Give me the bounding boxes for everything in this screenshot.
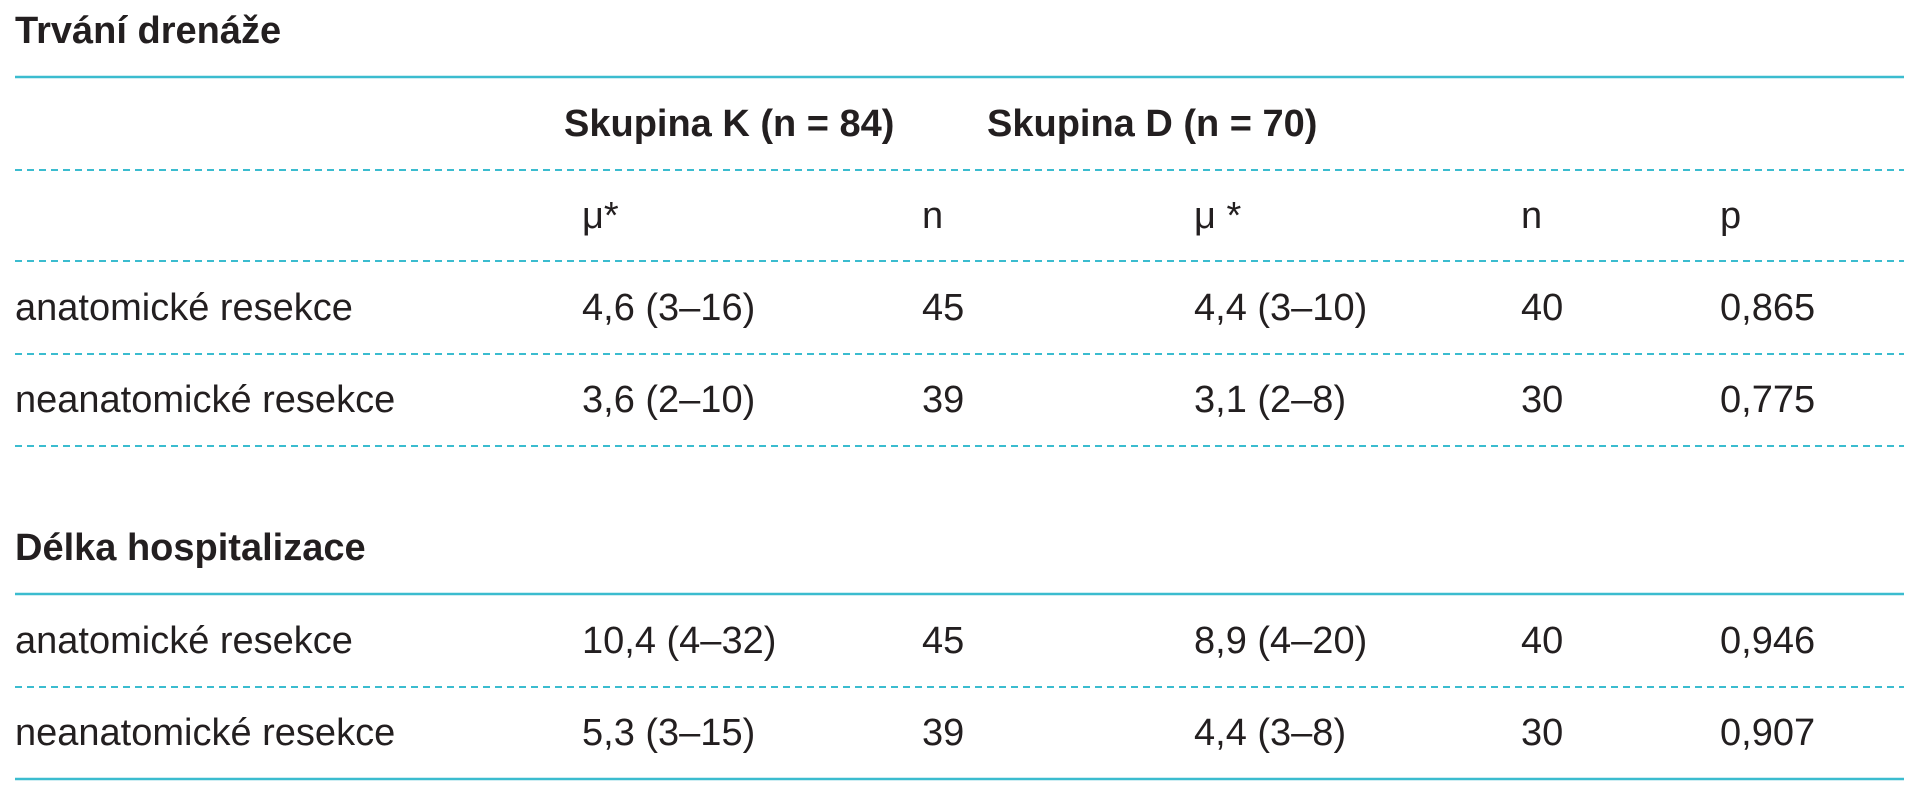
column-header: μ* <box>582 195 619 237</box>
cell: 5,3 (3–15) <box>582 712 755 754</box>
row-label: anatomické resekce <box>15 287 353 329</box>
row-label: anatomické resekce <box>15 620 353 662</box>
group-header: Skupina K (n = 84) <box>564 103 894 145</box>
cell: 3,6 (2–10) <box>582 379 755 421</box>
cell: 0,946 <box>1720 620 1815 662</box>
cell: 30 <box>1521 712 1563 754</box>
cell: 40 <box>1521 287 1563 329</box>
cell: 40 <box>1521 620 1563 662</box>
cell: 4,4 (3–8) <box>1194 712 1346 754</box>
cell: 4,4 (3–10) <box>1194 287 1367 329</box>
group-header: Skupina D (n = 70) <box>987 103 1317 145</box>
column-header: n <box>922 195 943 237</box>
cell: 30 <box>1521 379 1563 421</box>
cell: 39 <box>922 379 964 421</box>
cell: 8,9 (4–20) <box>1194 620 1367 662</box>
cell: 0,865 <box>1720 287 1815 329</box>
cell: 0,907 <box>1720 712 1815 754</box>
cell: 4,6 (3–16) <box>582 287 755 329</box>
section-title: Délka hospitalizace <box>15 527 366 569</box>
cell: 3,1 (2–8) <box>1194 379 1346 421</box>
section-title: Trvání drenáže <box>15 10 281 52</box>
column-header: p <box>1720 195 1741 237</box>
column-header: n <box>1521 195 1542 237</box>
cell: 45 <box>922 620 964 662</box>
row-label: neanatomické resekce <box>15 379 395 421</box>
cell: 10,4 (4–32) <box>582 620 776 662</box>
cell: 0,775 <box>1720 379 1815 421</box>
cell: 45 <box>922 287 964 329</box>
cell: 39 <box>922 712 964 754</box>
column-header: μ * <box>1194 195 1241 237</box>
row-label: neanatomické resekce <box>15 712 395 754</box>
